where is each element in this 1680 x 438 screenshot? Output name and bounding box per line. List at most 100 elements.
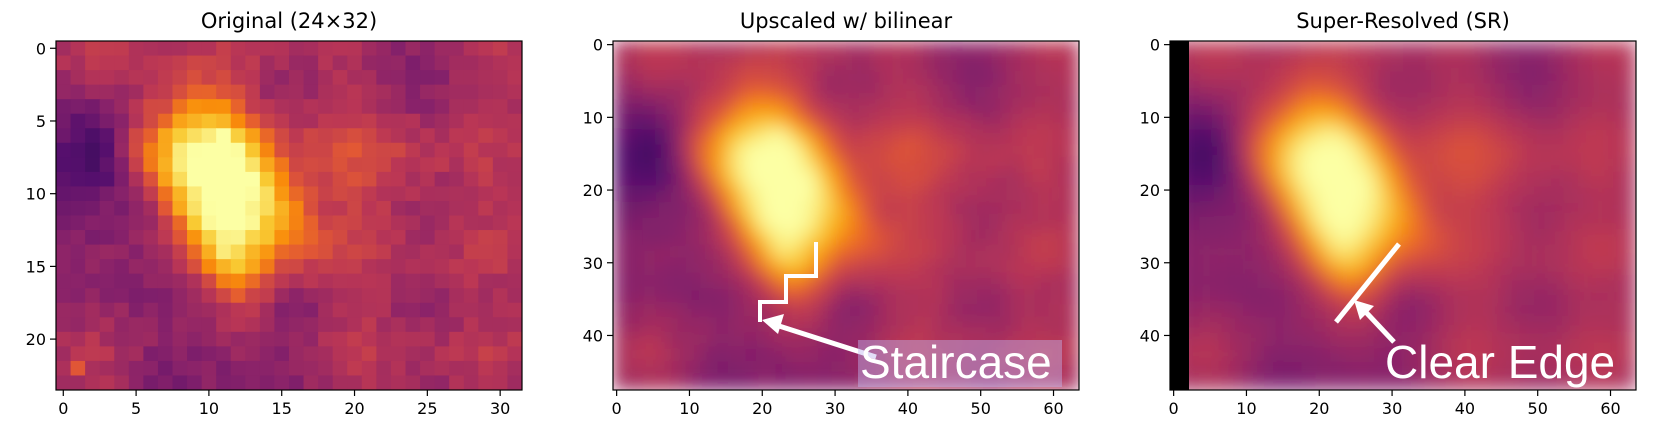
heatmap-cell	[1064, 346, 1079, 362]
heatmap-cell	[875, 302, 891, 318]
heatmap-cell	[860, 230, 876, 246]
heatmap-cell	[507, 200, 522, 217]
x-tick-label: 50	[1528, 399, 1548, 418]
heatmap-cell	[85, 157, 101, 173]
heatmap-cell	[303, 142, 319, 158]
heatmap-cell	[1475, 186, 1491, 202]
heatmap-cell	[700, 84, 716, 100]
heatmap-cell	[390, 157, 407, 173]
heatmap-cell	[449, 215, 465, 231]
heatmap-cell	[831, 55, 847, 71]
heatmap-cell	[1330, 230, 1346, 246]
heatmap-cell	[274, 55, 290, 71]
heatmap-cell	[492, 317, 509, 333]
heatmap-cell	[201, 70, 217, 86]
heatmap-cell	[318, 346, 334, 362]
heatmap-cell	[1403, 273, 1419, 289]
heatmap-cell	[157, 215, 174, 231]
heatmap-cell	[1432, 171, 1448, 188]
heatmap-cell	[685, 142, 701, 158]
heatmap-cell	[962, 113, 978, 129]
heatmap-cell	[627, 55, 643, 71]
heatmap-cell	[420, 302, 436, 318]
x-tick-label: 10	[679, 399, 699, 418]
heatmap-cell	[332, 200, 348, 217]
heatmap-cell	[947, 70, 964, 86]
heatmap-cell	[1344, 200, 1360, 217]
heatmap-cell	[1504, 200, 1521, 217]
heatmap-cell	[1199, 331, 1215, 347]
heatmap-cell	[787, 215, 803, 231]
heatmap-cell	[627, 360, 643, 377]
heatmap-cell	[1242, 41, 1258, 57]
heatmap-cell	[70, 186, 86, 202]
heatmap-cell	[904, 273, 920, 289]
heatmap-cell	[216, 346, 232, 362]
heatmap-cell	[1461, 215, 1477, 231]
heatmap-cell	[1417, 113, 1433, 129]
heatmap-cell	[1446, 99, 1462, 115]
heatmap-cell	[642, 360, 658, 377]
heatmap-cell	[1064, 84, 1079, 100]
heatmap-cell	[846, 360, 862, 377]
heatmap-cell	[216, 128, 232, 144]
heatmap-cell	[875, 171, 891, 188]
heatmap-cell	[904, 113, 920, 129]
heatmap-cell	[332, 55, 348, 71]
heatmap-cell	[420, 41, 436, 57]
heatmap-cell	[1519, 142, 1535, 158]
heatmap-cell	[1213, 302, 1229, 318]
heatmap-cell	[947, 128, 964, 144]
heatmap-cell	[507, 244, 522, 260]
heatmap-cell	[1359, 157, 1375, 173]
heatmap-cell	[787, 375, 803, 390]
heatmap-cell	[656, 244, 672, 260]
heatmap-cell	[1490, 317, 1506, 333]
heatmap-cell	[816, 70, 833, 86]
heatmap-cell	[114, 157, 130, 173]
heatmap-cell	[1621, 41, 1636, 57]
heatmap-cell	[1020, 200, 1036, 217]
heatmap-cell	[613, 273, 629, 289]
heatmap-cell	[332, 375, 348, 390]
heatmap-cell	[1330, 244, 1346, 260]
heatmap-cell	[1577, 99, 1593, 115]
heatmap-cell	[918, 302, 934, 318]
heatmap-cell	[405, 99, 421, 115]
heatmap-cell	[744, 244, 760, 260]
heatmap-cell	[187, 317, 203, 333]
heatmap-cell	[1490, 55, 1506, 71]
heatmap-cell	[390, 215, 407, 231]
heatmap-cell	[802, 375, 818, 390]
heatmap-cell	[1213, 346, 1229, 362]
heatmap-cell	[875, 55, 891, 71]
heatmap-cell	[1403, 375, 1419, 390]
heatmap-cell	[714, 360, 731, 377]
heatmap-cell	[259, 41, 276, 57]
heatmap-cell	[1315, 142, 1331, 158]
heatmap-cell	[303, 186, 319, 202]
heatmap-cell	[1417, 259, 1433, 275]
heatmap-cell	[1199, 302, 1215, 318]
heatmap-cell	[172, 186, 188, 202]
heatmap-cell	[259, 360, 276, 377]
heatmap-cell	[1475, 55, 1491, 71]
heatmap-cell	[230, 113, 246, 129]
heatmap-cell	[1286, 171, 1302, 188]
heatmap-cell	[685, 200, 701, 217]
heatmap-cell	[1548, 360, 1564, 377]
heatmap-cell	[1606, 157, 1623, 173]
heatmap-cell	[289, 157, 305, 173]
heatmap-cell	[289, 288, 305, 304]
clear-edge-line	[1334, 242, 1401, 324]
heatmap-cell	[1606, 346, 1623, 362]
heatmap-cell	[1534, 41, 1550, 57]
heatmap-cell	[1504, 259, 1521, 275]
heatmap-cell	[56, 171, 72, 188]
heatmap-cell	[1330, 200, 1346, 217]
heatmap-cell	[128, 317, 144, 333]
heatmap-cell	[729, 171, 745, 188]
heatmap-cell	[1475, 244, 1491, 260]
heatmap-cell	[787, 259, 803, 275]
heatmap-cell	[1373, 360, 1390, 377]
